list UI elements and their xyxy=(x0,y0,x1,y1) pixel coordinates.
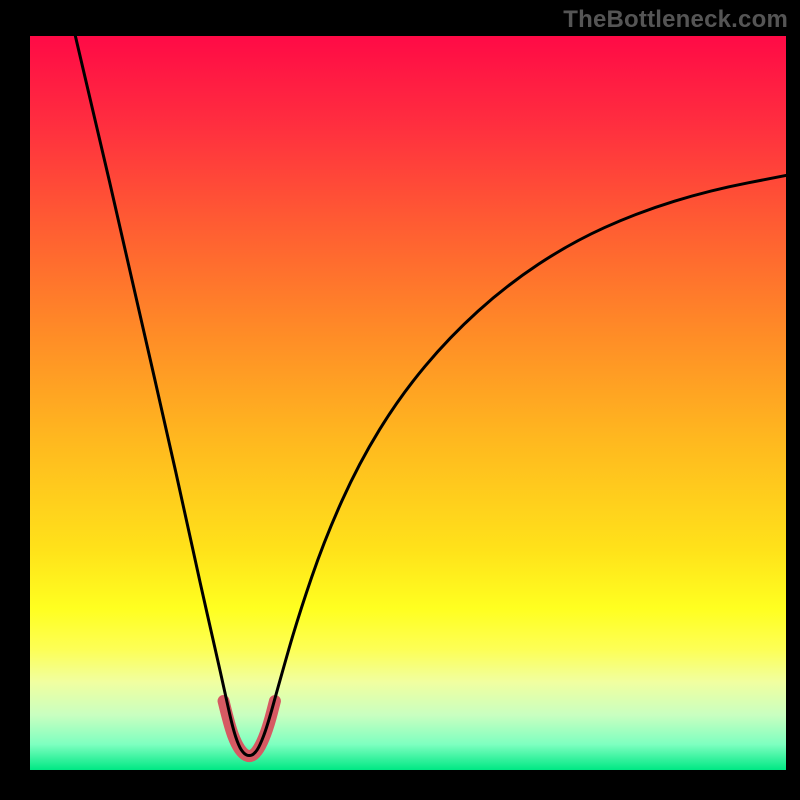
plot-area xyxy=(30,36,786,770)
watermark-text: TheBottleneck.com xyxy=(563,6,788,34)
bottleneck-curve xyxy=(75,36,786,756)
curve-layer xyxy=(30,36,786,770)
